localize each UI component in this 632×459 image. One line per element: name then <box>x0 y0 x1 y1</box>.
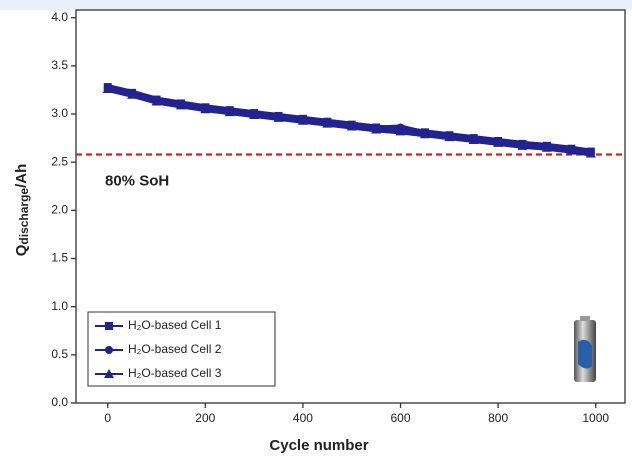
top-band <box>0 0 632 10</box>
y-label-sub: discharge <box>17 188 31 245</box>
data-point <box>297 115 308 125</box>
x-tick-label: 1000 <box>582 411 609 425</box>
y-label-unit: /Ah <box>13 164 30 188</box>
x-tick-label: 0 <box>104 411 111 425</box>
legend-marker <box>105 346 113 354</box>
data-point <box>585 148 596 158</box>
data-point <box>273 112 284 122</box>
data-point <box>249 109 260 119</box>
y-label-main: Q <box>13 244 30 256</box>
y-tick-label: 4.0 <box>51 10 68 24</box>
data-point <box>493 137 504 147</box>
data-point <box>175 100 186 110</box>
x-tick-label: 600 <box>391 411 411 425</box>
data-point <box>127 89 138 99</box>
data-point <box>541 142 552 152</box>
data-point <box>395 126 406 136</box>
legend-label: H₂O-based Cell 2 <box>128 342 222 356</box>
data-point <box>371 124 382 134</box>
x-tick-label: 400 <box>293 411 313 425</box>
y-tick-label: 0.5 <box>51 347 68 361</box>
y-tick-label: 0.0 <box>51 395 68 409</box>
x-tick-label: 200 <box>195 411 215 425</box>
y-tick-label: 2.5 <box>51 154 68 168</box>
y-tick-label: 3.0 <box>51 106 68 120</box>
data-point <box>102 83 113 93</box>
y-tick-label: 1.0 <box>51 299 68 313</box>
data-point <box>224 107 235 117</box>
data-point <box>322 118 333 128</box>
data-point <box>468 135 479 145</box>
data-point <box>200 104 211 114</box>
x-axis-label: Cycle number <box>269 437 368 454</box>
legend-marker <box>105 322 113 330</box>
x-tick-label: 800 <box>488 411 508 425</box>
legend-label: H₂O-based Cell 1 <box>128 318 222 332</box>
data-point <box>419 129 430 139</box>
y-tick-label: 1.5 <box>51 251 68 265</box>
y-axis-label: Qdischarge/Ah <box>13 164 31 257</box>
data-point <box>566 145 577 155</box>
y-tick-label: 2.0 <box>51 203 68 217</box>
data-point <box>151 96 162 106</box>
reference-label: 80% SoH <box>105 172 169 189</box>
legend-marker <box>104 369 114 378</box>
data-point <box>517 140 528 150</box>
y-tick-label: 3.5 <box>51 58 68 72</box>
legend-label: H₂O-based Cell 3 <box>128 366 222 380</box>
data-point <box>346 121 357 131</box>
battery-image <box>574 316 596 382</box>
plot-frame <box>75 9 626 404</box>
data-point <box>444 132 455 142</box>
